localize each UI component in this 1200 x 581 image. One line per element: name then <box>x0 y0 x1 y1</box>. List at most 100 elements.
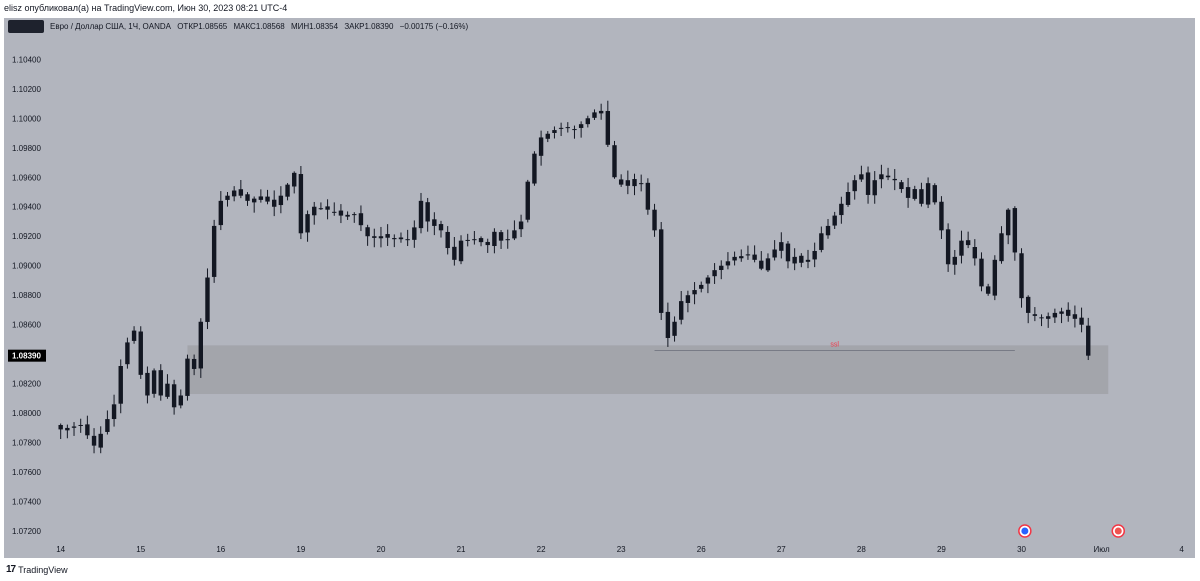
candle-body <box>612 145 617 178</box>
candle <box>799 253 804 268</box>
candle-body <box>532 153 537 184</box>
candle-body <box>805 259 811 262</box>
open-value: ОТКР1.08565 <box>177 22 228 31</box>
candle-body <box>1079 317 1084 325</box>
candle <box>138 326 143 379</box>
candle <box>111 394 117 427</box>
tradingview-logo-icon: 17 <box>6 564 16 575</box>
candle <box>945 223 951 272</box>
x-tick-label: 14 <box>56 545 65 554</box>
candle <box>612 140 617 179</box>
candle-body <box>512 230 517 239</box>
economic-event-icon[interactable] <box>1018 524 1032 538</box>
candle <box>759 251 764 271</box>
candle-body <box>298 174 304 234</box>
candle-body <box>632 179 637 187</box>
candle-body <box>772 249 777 258</box>
economic-event-icon[interactable] <box>1111 524 1126 538</box>
candle-body <box>185 358 190 396</box>
candle <box>959 230 964 264</box>
candle-body <box>739 256 744 259</box>
candle <box>418 192 424 234</box>
candle <box>1059 307 1064 324</box>
candle <box>131 326 137 344</box>
candle-body <box>211 225 217 277</box>
candle <box>1086 317 1091 361</box>
candle <box>478 236 484 247</box>
candle-body <box>679 301 684 320</box>
x-tick-label: 30 <box>1017 545 1026 554</box>
candle-body <box>472 239 477 241</box>
candle-body <box>985 286 991 294</box>
candle-body <box>1019 253 1024 299</box>
demand-zone-rect[interactable] <box>187 345 1109 395</box>
candle-body <box>265 196 270 202</box>
candle <box>725 252 731 270</box>
candle <box>879 164 884 189</box>
candle <box>832 211 837 230</box>
candle <box>465 233 470 247</box>
candle-body <box>819 233 824 250</box>
footer: 17 TradingView <box>6 564 68 575</box>
symbol-logo-badge[interactable] <box>8 20 44 33</box>
candle <box>972 239 978 266</box>
candle-body <box>498 232 504 241</box>
y-tick-label: 1.07400 <box>12 498 41 507</box>
candle <box>412 220 417 248</box>
candle-body <box>65 427 70 431</box>
candle <box>1025 295 1031 324</box>
candle-body <box>765 258 771 271</box>
x-axis-band[interactable] <box>4 540 1195 558</box>
candle-body <box>578 124 584 128</box>
candle <box>618 174 624 187</box>
candle <box>685 290 691 313</box>
x-tick-label: 16 <box>216 545 225 554</box>
candle <box>925 177 931 209</box>
candle <box>472 231 477 245</box>
candle-body <box>131 330 137 341</box>
candle-body <box>1005 209 1011 236</box>
candle-body <box>318 208 324 210</box>
candle-body <box>919 189 924 204</box>
candle <box>425 197 430 232</box>
candle-body <box>485 241 490 246</box>
candle <box>872 171 877 204</box>
candle-body <box>959 240 964 256</box>
candle-body <box>1025 296 1031 313</box>
candle <box>251 196 257 213</box>
candle-body <box>879 174 884 180</box>
candle-body <box>812 250 817 260</box>
candle-body <box>425 202 430 222</box>
candle <box>538 130 544 166</box>
candle-body <box>692 290 697 295</box>
candle <box>512 220 517 241</box>
candle <box>939 196 944 239</box>
candle <box>78 418 83 433</box>
candle-body <box>171 384 177 408</box>
candle-body <box>218 200 224 226</box>
candle <box>632 173 637 196</box>
candle-body <box>745 254 751 256</box>
candle-body <box>872 180 877 196</box>
candle-body <box>939 201 944 231</box>
candle-body <box>645 182 651 210</box>
candle-body <box>238 189 244 196</box>
candle-body <box>992 259 998 296</box>
candle-body <box>378 236 384 239</box>
x-tick-label: 27 <box>777 545 786 554</box>
candle-body <box>445 231 450 249</box>
candle <box>265 189 270 205</box>
candle-body <box>98 433 103 448</box>
candle <box>518 214 524 238</box>
brand-name[interactable]: TradingView <box>18 564 68 575</box>
candle-body <box>832 215 837 226</box>
candle <box>385 224 390 246</box>
candle-body <box>205 277 210 322</box>
candle <box>598 103 604 120</box>
candle-body <box>458 240 464 262</box>
y-tick-label: 1.07600 <box>12 468 41 477</box>
candle <box>365 224 370 246</box>
candle-body <box>392 238 397 240</box>
candle <box>71 422 77 436</box>
y-tick-label: 1.07800 <box>12 439 41 448</box>
